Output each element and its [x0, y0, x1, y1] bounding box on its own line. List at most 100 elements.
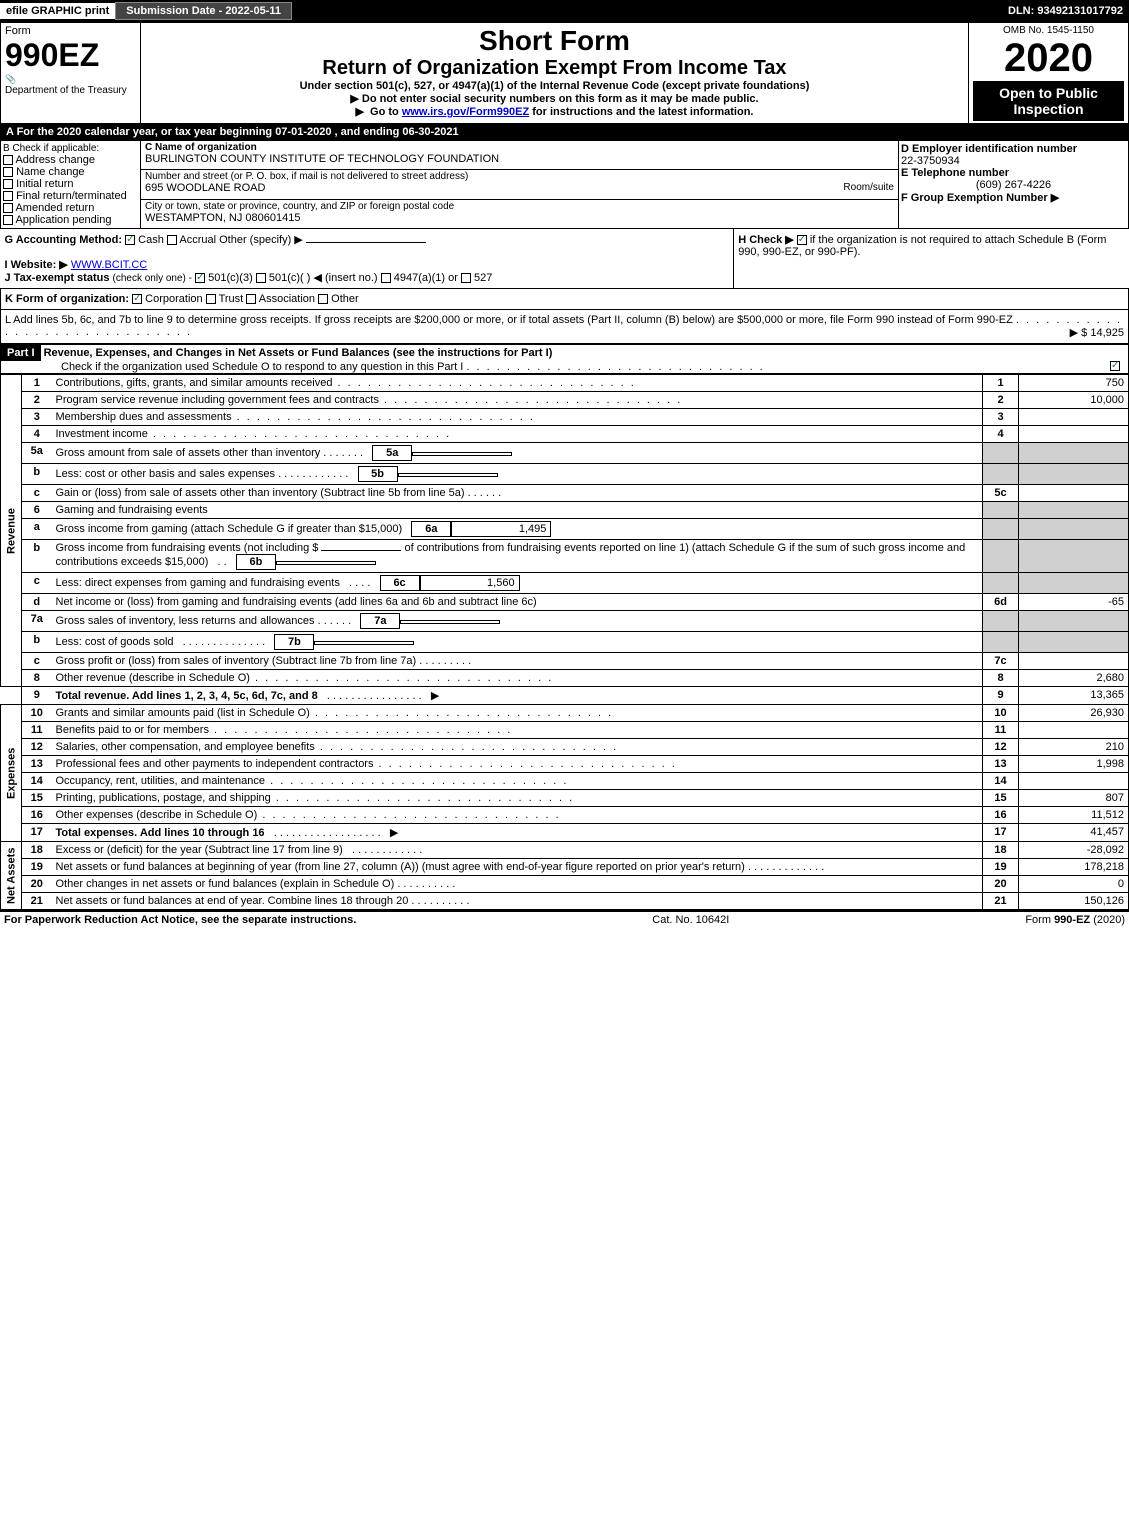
title-short: Short Form	[145, 25, 964, 57]
ln5a-num: 5a	[22, 443, 52, 464]
ln5a-desc: Gross amount from sale of assets other t…	[56, 447, 321, 459]
opt-other-org: Other	[331, 293, 359, 305]
ln7b-sb: 7b	[274, 634, 314, 650]
ln5a-box	[983, 443, 1019, 464]
ln8-dots	[250, 672, 553, 684]
ln6b-blank[interactable]	[321, 550, 401, 551]
ln7c-desc: Gross profit or (loss) from sales of inv…	[56, 655, 417, 667]
ln5a-amt	[1019, 443, 1129, 464]
check-501c3[interactable]	[195, 273, 205, 283]
ln20-desc: Other changes in net assets or fund bala…	[56, 878, 395, 890]
opt-name: Name change	[16, 166, 85, 178]
ln15-box: 15	[983, 790, 1019, 807]
ln5c-desc: Gain or (loss) from sale of assets other…	[56, 487, 465, 499]
room-label: Room/suite	[843, 182, 894, 193]
check-part-i[interactable]	[1110, 361, 1120, 371]
ln6-desc: Gaming and fundraising events	[52, 502, 983, 519]
website-link[interactable]: WWW.BCIT.CC	[71, 259, 147, 271]
ln20-num: 20	[22, 876, 52, 893]
ln5c-num: c	[22, 485, 52, 502]
ln6d-amt: -65	[1019, 594, 1129, 611]
opt-final: Final return/terminated	[16, 190, 127, 202]
ln6b-amt	[1019, 540, 1129, 573]
ln13-box: 13	[983, 756, 1019, 773]
opt-4947: 4947(a)(1) or	[394, 272, 458, 284]
check-cash[interactable]	[125, 235, 135, 245]
ln7a-amt	[1019, 611, 1129, 632]
ln6a-sb: 6a	[411, 521, 451, 537]
ln11-dots	[209, 724, 512, 736]
check-pending[interactable]	[3, 215, 13, 225]
ln21-amt: 150,126	[1019, 893, 1129, 910]
ln6b-sa	[276, 561, 376, 565]
footer-left: For Paperwork Reduction Act Notice, see …	[4, 914, 356, 926]
ln15-dots	[271, 792, 574, 804]
ln6a-sa: 1,495	[451, 521, 551, 537]
opt-address: Address change	[15, 154, 95, 166]
footer-right: Form 990-EZ (2020)	[1025, 914, 1125, 926]
ln6d-num: d	[22, 594, 52, 611]
opt-501c: 501(c)( ) ◀ (insert no.)	[269, 272, 378, 284]
box-c-label: C Name of organization	[145, 142, 257, 153]
ln17-box: 17	[983, 824, 1019, 842]
check-address-change[interactable]	[3, 155, 13, 165]
check-initial[interactable]	[3, 179, 13, 189]
check-amended[interactable]	[3, 203, 13, 213]
ln15-desc: Printing, publications, postage, and shi…	[56, 792, 271, 804]
ln20-amt: 0	[1019, 876, 1129, 893]
check-527[interactable]	[461, 273, 471, 283]
check-name-change[interactable]	[3, 167, 13, 177]
line-l-amount: ▶ $ 14,925	[1070, 326, 1124, 339]
ln10-amt: 26,930	[1019, 705, 1129, 722]
check-trust[interactable]	[206, 294, 216, 304]
ln2-num: 2	[22, 392, 52, 409]
ln8-amt: 2,680	[1019, 670, 1129, 687]
line-l-text: L Add lines 5b, 6c, and 7b to line 9 to …	[5, 314, 1013, 326]
check-final[interactable]	[3, 191, 13, 201]
check-assoc[interactable]	[246, 294, 256, 304]
opt-corp: Corporation	[145, 293, 202, 305]
dots-pi	[466, 361, 764, 373]
check-other-org[interactable]	[318, 294, 328, 304]
ln12-amt: 210	[1019, 739, 1129, 756]
ln6-amt	[1019, 502, 1129, 519]
ln10-desc: Grants and similar amounts paid (list in…	[56, 707, 310, 719]
ln18-num: 18	[22, 842, 52, 859]
warn-ssn: Do not enter social security numbers on …	[145, 92, 964, 105]
ghij-table: G Accounting Method: Cash Accrual Other …	[0, 229, 1129, 344]
ln16-box: 16	[983, 807, 1019, 824]
ln8-desc: Other revenue (describe in Schedule O)	[56, 672, 250, 684]
ln7b-sa	[314, 641, 414, 645]
ln11-box: 11	[983, 722, 1019, 739]
check-accrual[interactable]	[167, 235, 177, 245]
ln9-box: 9	[983, 687, 1019, 705]
tax-year: 2020	[973, 36, 1124, 81]
ln19-num: 19	[22, 859, 52, 876]
ln14-box: 14	[983, 773, 1019, 790]
opt-assoc: Association	[259, 293, 315, 305]
form-number: 990EZ	[5, 37, 136, 74]
ln2-desc: Program service revenue including govern…	[56, 394, 379, 406]
ln21-desc: Net assets or fund balances at end of ye…	[56, 895, 409, 907]
check-h[interactable]	[797, 235, 807, 245]
ln6b-sb: 6b	[236, 554, 276, 570]
ln7b-num: b	[22, 632, 52, 653]
ln14-amt	[1019, 773, 1129, 790]
footer-mid: Cat. No. 10642I	[652, 914, 729, 926]
check-501c[interactable]	[256, 273, 266, 283]
ln12-box: 12	[983, 739, 1019, 756]
opt-trust: Trust	[219, 293, 244, 305]
ln6-num: 6	[22, 502, 52, 519]
other-input[interactable]	[306, 242, 426, 243]
ln3-desc: Membership dues and assessments	[56, 411, 232, 423]
ln13-amt: 1,998	[1019, 756, 1129, 773]
title-sub: Under section 501(c), 527, or 4947(a)(1)…	[145, 80, 964, 92]
rotated-netassets: Net Assets	[1, 842, 22, 910]
rotated-revenue: Revenue	[1, 375, 22, 687]
check-4947[interactable]	[381, 273, 391, 283]
warn-goto-suffix: for instructions and the latest informat…	[532, 106, 753, 118]
rotated-expenses: Expenses	[1, 705, 22, 842]
check-corp[interactable]	[132, 294, 142, 304]
irs-link[interactable]: www.irs.gov/Form990EZ	[402, 106, 529, 118]
opt-pending: Application pending	[15, 214, 111, 226]
